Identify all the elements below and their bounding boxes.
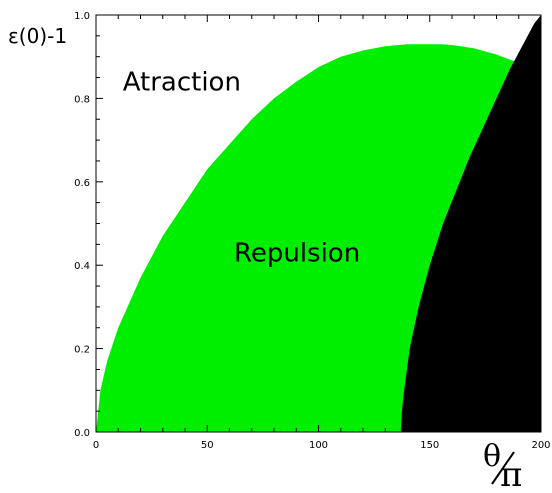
y-tick-label: 0.2 xyxy=(74,345,90,356)
x-axis-label-numerator: θ xyxy=(483,439,501,474)
x-tick-labels: 0 50 100 150 200 xyxy=(93,440,551,451)
y-tick-label: 0.8 xyxy=(74,94,90,105)
region-label-repulsion: Repulsion xyxy=(234,239,360,269)
y-tick-label: 0.4 xyxy=(74,261,90,272)
region-label-atraction: Atraction xyxy=(123,68,241,98)
y-tick-label: 0.0 xyxy=(74,428,90,439)
y-tick-labels: 0.0 0.2 0.4 0.6 0.8 1.0 xyxy=(74,11,90,439)
x-tick-label: 0 xyxy=(93,440,99,451)
x-tick-label: 50 xyxy=(201,440,214,451)
y-tick-label: 1.0 xyxy=(74,11,90,22)
x-axis-label-denominator: π xyxy=(500,455,522,493)
x-tick-label: 200 xyxy=(531,440,550,451)
x-tick-label: 100 xyxy=(309,440,328,451)
x-tick-label: 150 xyxy=(420,440,439,451)
y-tick-label: 0.6 xyxy=(74,178,90,189)
x-axis-label: θ π xyxy=(483,439,522,493)
y-axis-label: ε(0)-1 xyxy=(8,24,67,48)
